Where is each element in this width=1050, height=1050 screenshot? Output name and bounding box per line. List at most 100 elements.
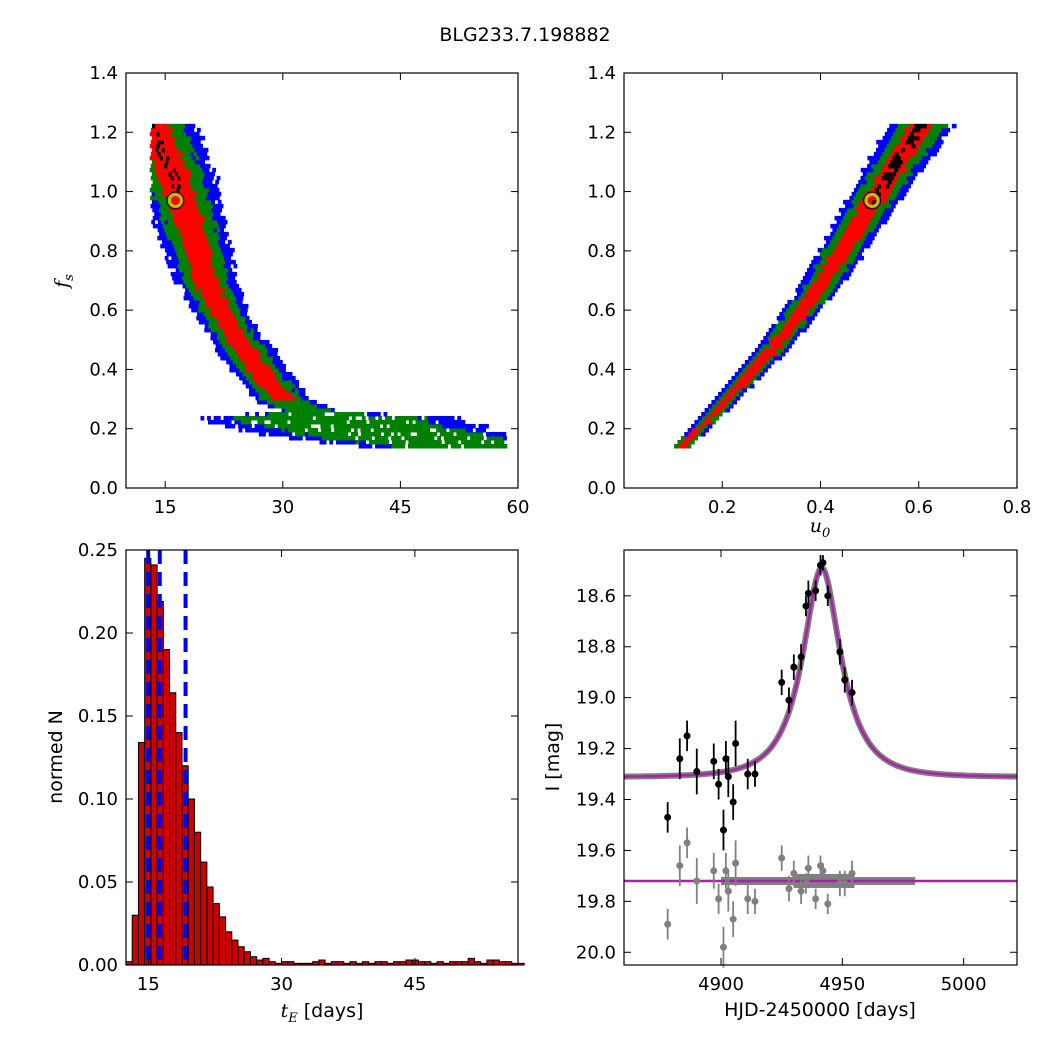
density-cell (857, 235, 863, 241)
density-cell (255, 371, 260, 377)
density-cell (150, 139, 155, 145)
density-cell (168, 171, 173, 177)
density-cell (208, 239, 212, 245)
density-cell (272, 415, 277, 421)
density-cell (879, 179, 884, 185)
density-cell (278, 359, 283, 365)
density-cell (151, 219, 156, 225)
density-cell (267, 351, 271, 357)
density-cell (281, 391, 286, 397)
density-cell (217, 331, 222, 337)
density-cell (859, 199, 865, 205)
density-cell (218, 215, 223, 221)
density-cell (157, 235, 162, 241)
density-cell (392, 423, 397, 429)
density-cell (254, 423, 259, 429)
density-cell (221, 275, 226, 281)
density-cell (739, 375, 745, 381)
density-cell (838, 255, 844, 261)
density-cell (248, 391, 253, 397)
density-cell (907, 151, 912, 157)
density-cell (813, 255, 819, 261)
density-cell (728, 399, 733, 405)
density-cell (183, 139, 188, 145)
i-mag-axis-label: I [mag] (542, 723, 564, 792)
density-cell (207, 247, 212, 253)
density-cell (183, 227, 188, 233)
density-cell (212, 167, 217, 173)
density-cell (196, 127, 201, 133)
density-cell (211, 207, 216, 213)
density-cell (258, 431, 263, 437)
density-cell (200, 255, 205, 261)
density-cell (255, 379, 260, 385)
density-cell (363, 423, 368, 429)
density-cell (886, 135, 892, 141)
density-cell (729, 387, 735, 393)
density-cell (411, 415, 416, 421)
density-cell (478, 423, 483, 429)
density-cell (879, 163, 885, 169)
density-cell (448, 419, 453, 425)
density-cell (188, 231, 193, 237)
density-cell (821, 291, 827, 297)
density-cell (914, 123, 920, 129)
density-cell (305, 415, 310, 421)
density-cell (290, 403, 295, 409)
density-cell (218, 267, 223, 273)
density-cell (248, 387, 253, 393)
density-cell (348, 435, 353, 441)
density-cell (732, 399, 737, 405)
density-cell (217, 323, 222, 329)
density-cell (158, 207, 163, 213)
density-cell (215, 215, 220, 221)
density-cell (149, 167, 154, 173)
density-cell (246, 331, 251, 337)
density-cell (190, 175, 195, 181)
density-cell (171, 199, 176, 205)
density-cell (463, 435, 468, 441)
density-cell (362, 439, 367, 445)
density-cell (802, 275, 808, 281)
density-cell (382, 423, 387, 429)
density-cell (457, 415, 462, 421)
density-cell (733, 383, 738, 389)
density-cell (823, 295, 829, 301)
density-cell (260, 351, 265, 357)
density-cell (177, 139, 181, 145)
density-cell (857, 219, 863, 225)
density-cell (773, 355, 778, 361)
density-cell (821, 263, 827, 269)
density-cell (211, 171, 215, 177)
density-cell (728, 383, 734, 389)
density-cell (378, 439, 383, 445)
density-cell (174, 159, 179, 165)
density-cell (235, 367, 240, 373)
density-cell (192, 187, 197, 193)
density-cell (246, 355, 251, 361)
density-cell (365, 443, 369, 449)
density-cell (436, 427, 440, 433)
density-cell (160, 127, 165, 133)
density-cell (830, 247, 835, 253)
density-cell (776, 351, 782, 357)
data-point (664, 813, 672, 821)
density-cell (225, 315, 230, 321)
density-cell (165, 123, 169, 129)
density-cell (422, 427, 427, 433)
density-cell (205, 319, 210, 325)
density-cell (448, 423, 453, 429)
density-cell (206, 195, 210, 201)
density-cell (857, 251, 862, 257)
y-tick-label: 0.8 (587, 241, 616, 262)
density-cell (923, 159, 929, 165)
density-cell (859, 255, 865, 261)
density-cell (751, 351, 757, 357)
density-cell (503, 435, 507, 441)
density-cell (438, 419, 443, 425)
density-cell (909, 155, 914, 161)
density-cell (165, 171, 169, 177)
density-cell (810, 283, 816, 289)
density-cell (198, 223, 203, 229)
density-cell (930, 147, 935, 153)
